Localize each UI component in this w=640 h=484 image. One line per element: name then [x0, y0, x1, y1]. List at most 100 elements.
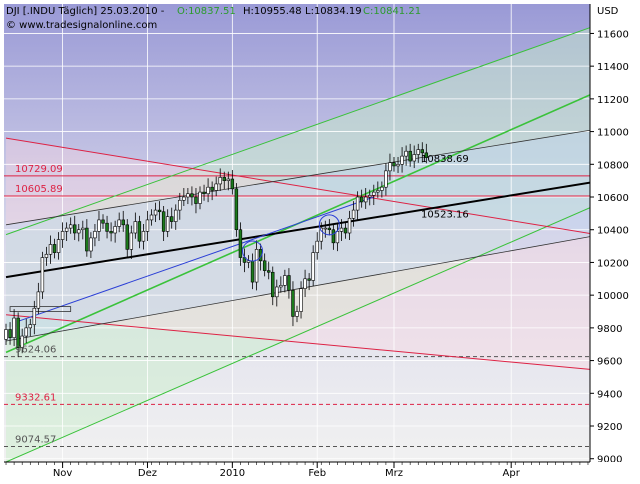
candle-body [24, 327, 28, 337]
marker-circle [318, 214, 340, 236]
trendline-blue [17, 196, 374, 322]
candle-body [271, 271, 275, 298]
candle-body [178, 199, 182, 211]
y-tick-label: 9000 [597, 455, 622, 466]
candle-body [376, 190, 380, 193]
candle-body [347, 217, 352, 234]
candle-body [351, 209, 356, 219]
candle-body [388, 162, 392, 172]
y-axis: USD 9000 9200 9400 9600 9800 10000 10200 10400 10… [589, 0, 640, 480]
candle-body [198, 191, 202, 204]
trendline-black-lower [5, 236, 590, 342]
candle-body [157, 209, 162, 213]
x-tick-label: Apr [503, 468, 521, 479]
candle-body [52, 244, 57, 253]
candle-body [109, 231, 113, 234]
x-tick-label: Nov [53, 468, 73, 479]
plot-area: 10729.09 10605.89 9624.06 9332.61 9074.57 108… [4, 4, 590, 462]
candle-body [335, 231, 340, 244]
candle-body [121, 219, 125, 226]
green-channel-fill [6, 27, 590, 462]
candle-body [279, 285, 283, 288]
candle-body [85, 227, 89, 252]
value-label: 9624.06 [15, 345, 56, 356]
candle-body [234, 188, 239, 231]
candle-body [254, 249, 259, 283]
trendline-black-mid [5, 181, 590, 279]
y-tick-label: 10600 [597, 193, 629, 204]
value-label: 9074.57 [15, 435, 56, 446]
value-label: 10838.69 [421, 154, 469, 165]
candle-body [36, 291, 41, 309]
candle-body [16, 317, 20, 348]
candle-body [117, 219, 121, 227]
candle-body [250, 260, 255, 283]
trendline-red-lower [5, 314, 590, 370]
candle-body [299, 288, 303, 312]
candle-body [28, 324, 32, 329]
candle-body [125, 224, 129, 250]
value-label: 10729.09 [15, 164, 63, 175]
candle-body [424, 152, 429, 158]
y-axis-unit: USD [597, 6, 619, 17]
candle-body [359, 196, 364, 203]
candle-body [145, 219, 150, 232]
y-tick-label: 9600 [597, 357, 622, 368]
close-value: C:10841.21 [363, 6, 421, 17]
candle-body [380, 186, 384, 191]
candle-body [214, 183, 218, 191]
candle-body [194, 196, 198, 204]
candle-body [73, 224, 77, 234]
x-tick-label: 2010 [220, 468, 245, 479]
candle-body [174, 209, 178, 222]
candle-body [40, 257, 45, 293]
candle-body [404, 150, 408, 157]
candle-body [210, 186, 214, 191]
candle-body [105, 222, 109, 232]
candle-body [307, 278, 311, 281]
trendline-black-upper [5, 129, 590, 226]
y-tick-label: 10800 [597, 160, 629, 171]
candle-body [400, 155, 404, 165]
candle-body [97, 219, 101, 232]
candle-body [291, 289, 295, 317]
candle-body [186, 193, 190, 198]
candle-body [238, 229, 243, 258]
candle-body [170, 216, 174, 222]
candle-body [113, 226, 117, 234]
candle-body [287, 275, 291, 291]
candle-body [93, 231, 97, 239]
y-tick-label: 10400 [597, 226, 629, 237]
candle-body [137, 221, 142, 242]
candle-body [182, 196, 186, 201]
y-axis-background [590, 0, 640, 480]
low-value: L:10834.19 [305, 6, 362, 17]
x-axis-background [0, 462, 640, 480]
candle-body [161, 211, 166, 232]
candle-body [48, 244, 53, 255]
candle-body [12, 317, 16, 338]
candle-body [408, 150, 412, 162]
candle-body [129, 232, 134, 250]
candle-body [222, 177, 226, 181]
candle-body [368, 195, 372, 198]
trendline-red-upper [5, 137, 590, 234]
candle-body [165, 216, 170, 232]
symbol-label: DJI [.INDU Täglich] 25.03.2010 - [6, 6, 165, 17]
plot-background [4, 4, 590, 462]
candle-body [323, 227, 328, 230]
candle-body [363, 196, 368, 203]
y-tick-label: 9400 [597, 389, 622, 400]
value-label: 10605.89 [15, 184, 63, 195]
value-label: 10523.16 [421, 210, 469, 221]
candle-body [4, 329, 8, 340]
candle-body [149, 214, 154, 221]
candle-body [190, 193, 194, 198]
y-tick-label: 10200 [597, 258, 629, 269]
candle-body [202, 191, 206, 195]
candle-body [68, 224, 73, 229]
candle-body [141, 231, 146, 242]
x-tick-label: Feb [308, 468, 326, 479]
